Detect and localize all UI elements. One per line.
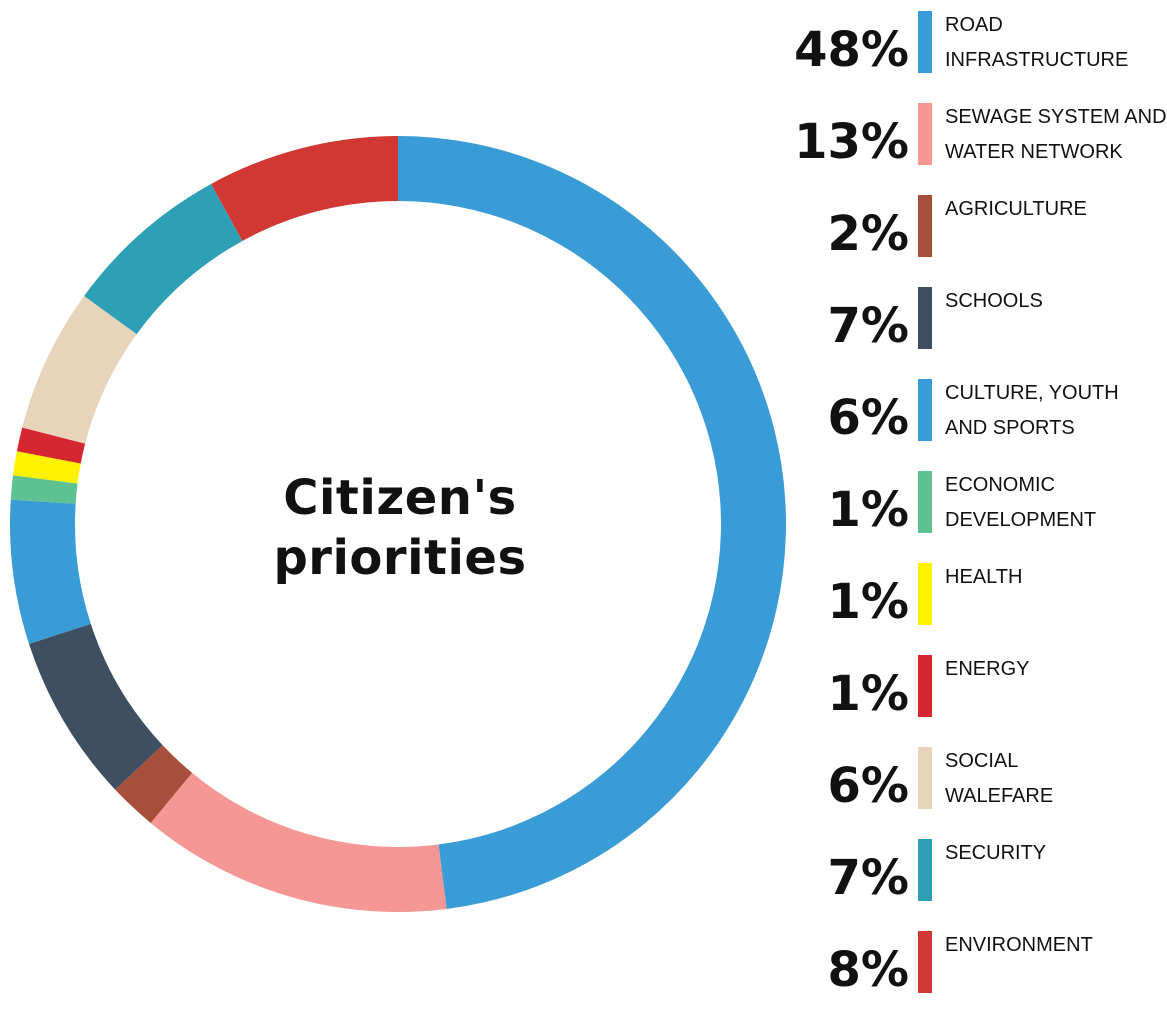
legend-item: 1% HEALTH — [790, 560, 1167, 652]
donut-slice-11 — [211, 136, 398, 241]
legend-label-line: HEALTH — [945, 566, 1023, 588]
legend-label-line: SOCIAL — [945, 750, 1019, 772]
donut-slice-2 — [150, 772, 447, 912]
legend-label: ENERGY — [945, 652, 1167, 687]
legend-item: 1% ENERGY — [790, 652, 1167, 744]
legend-item: 2% AGRICULTURE — [790, 192, 1167, 284]
donut-slice-1 — [398, 136, 786, 909]
legend-swatch — [918, 471, 932, 533]
donut-slice-5 — [9, 499, 91, 644]
legend-percent: 7% — [827, 850, 910, 906]
donut-slice-3 — [115, 745, 193, 823]
donut-slice-8 — [16, 427, 86, 464]
legend-swatch — [918, 195, 932, 257]
legend-label: ROAD INFRASTRUCTURE — [945, 8, 1167, 78]
legend-label-line: SCHOOLS — [945, 290, 1043, 312]
legend-item: 7% SCHOOLS — [790, 284, 1167, 376]
legend-label-line: ENERGY — [945, 658, 1030, 680]
legend-label-line: AGRICULTURE — [945, 198, 1087, 220]
legend-item: 8% ENVIRONMENT — [790, 928, 1167, 1020]
legend-swatch — [918, 839, 932, 901]
donut-slice-4 — [28, 623, 163, 790]
legend-percent: 1% — [827, 574, 910, 630]
legend-swatch — [918, 747, 932, 809]
legend-label-line: CULTURE, YOUTH — [945, 382, 1119, 404]
legend-label: AGRICULTURE — [945, 192, 1167, 227]
legend-item: 13% SEWAGE SYSTEM AND WATER NETWORK — [790, 100, 1167, 192]
legend-label-line: ROAD — [945, 14, 1003, 36]
legend-label-line: INFRASTRUCTURE — [945, 49, 1129, 71]
legend-item: 1% ECONOMIC DEVELOPMENT — [790, 468, 1167, 560]
legend-percent: 6% — [827, 390, 910, 446]
legend-swatch — [918, 379, 932, 441]
legend-label: SEWAGE SYSTEM AND WATER NETWORK — [945, 100, 1167, 170]
legend-label-line: SEWAGE SYSTEM AND — [945, 106, 1167, 128]
legend-percent: 1% — [827, 666, 910, 722]
legend-item: 6% SOCIAL WALEFARE — [790, 744, 1167, 836]
legend-label: SOCIAL WALEFARE — [945, 744, 1167, 814]
legend-label-line: SECURITY — [945, 842, 1047, 864]
legend-label: SECURITY — [945, 836, 1167, 871]
legend-label-line: WATER NETWORK — [945, 141, 1123, 163]
donut-slice-7 — [13, 451, 81, 484]
legend-swatch — [918, 655, 932, 717]
donut-slice-10 — [84, 183, 243, 335]
legend-percent: 2% — [827, 206, 910, 262]
legend-percent: 6% — [827, 758, 910, 814]
legend-label-line: ECONOMIC — [945, 474, 1055, 496]
legend-swatch — [918, 931, 932, 993]
legend-label: SCHOOLS — [945, 284, 1167, 319]
legend-swatch — [918, 103, 932, 165]
legend-item: 48% ROAD INFRASTRUCTURE — [790, 8, 1167, 100]
legend-item: 6% CULTURE, YOUTH AND SPORTS — [790, 376, 1167, 468]
chart-title: Citizen's priorities — [200, 468, 600, 588]
legend: 48% ROAD INFRASTRUCTURE 13% SEWAGE SYSTEM AN… — [790, 8, 1167, 1020]
donut-slice-6 — [10, 475, 78, 504]
chart-title-line-2: priorities — [273, 530, 527, 586]
legend-label: ECONOMIC DEVELOPMENT — [945, 468, 1167, 538]
legend-swatch — [918, 287, 932, 349]
legend-label: CULTURE, YOUTH AND SPORTS — [945, 376, 1167, 446]
legend-percent: 8% — [827, 942, 910, 998]
legend-percent: 7% — [827, 298, 910, 354]
chart-title-line-1: Citizen's — [283, 470, 517, 526]
legend-swatch — [918, 563, 932, 625]
legend-swatch — [918, 11, 932, 73]
legend-percent: 1% — [827, 482, 910, 538]
legend-label-line: AND SPORTS — [945, 417, 1075, 439]
legend-percent: 48% — [794, 22, 909, 78]
legend-label: HEALTH — [945, 560, 1167, 595]
legend-label-line: DEVELOPMENT — [945, 509, 1097, 531]
donut-slice-9 — [22, 295, 137, 444]
donut-chart — [9, 136, 786, 912]
legend-label: ENVIRONMENT — [945, 928, 1167, 963]
legend-label-line: WALEFARE — [945, 785, 1054, 807]
legend-percent: 13% — [794, 114, 909, 170]
legend-label-line: ENVIRONMENT — [945, 934, 1093, 956]
legend-item: 7% SECURITY — [790, 836, 1167, 928]
